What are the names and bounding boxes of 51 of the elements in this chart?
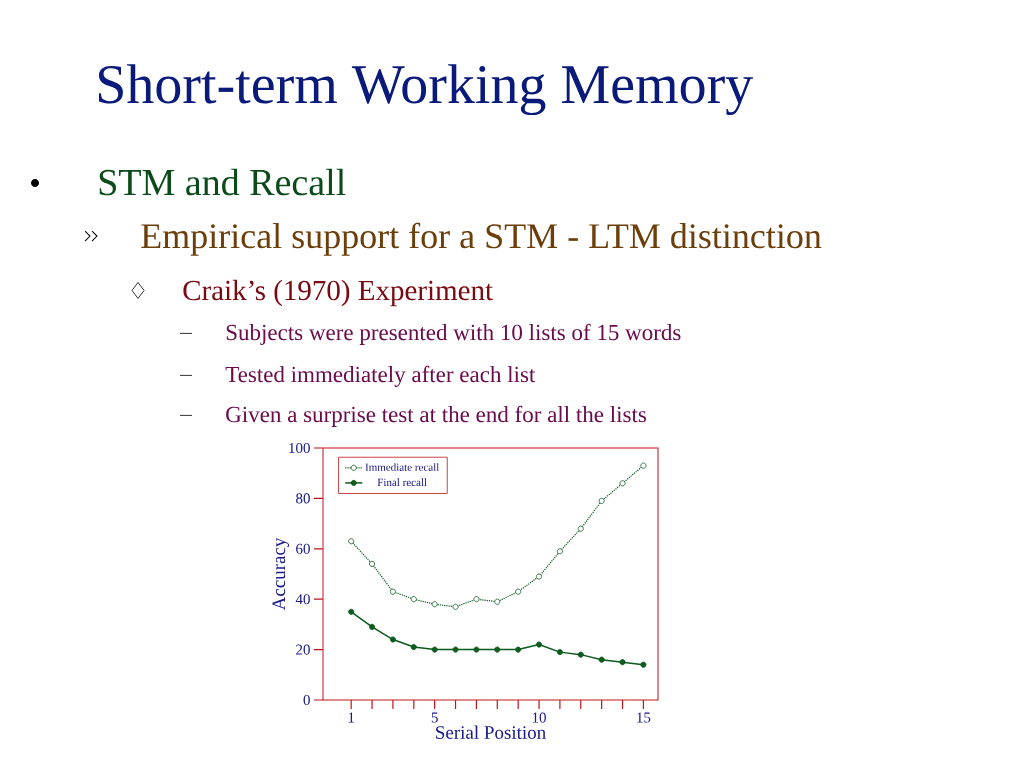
point xyxy=(515,646,522,653)
point xyxy=(389,636,396,643)
y-tick-label: 100 xyxy=(289,442,310,454)
point xyxy=(577,651,584,658)
chart-subtitle: STM and Recall xyxy=(99,168,346,196)
point xyxy=(369,560,376,567)
point xyxy=(536,641,543,648)
point xyxy=(598,656,605,663)
y-tick-label: 20 xyxy=(296,644,310,655)
point xyxy=(494,598,501,605)
point xyxy=(515,588,522,595)
text: Given a surprise test at the end for all the lists xyxy=(226,405,646,427)
point xyxy=(348,608,355,615)
legend-label: Immediate recall xyxy=(365,463,440,471)
y-tick-label: 80 xyxy=(296,493,310,504)
x-axis-title: Serial Position xyxy=(436,725,546,739)
y-tick-label: 0 xyxy=(303,694,310,706)
text: Craik’s (1970) Experiment xyxy=(183,279,493,307)
chart-title: Short-term Working Memory xyxy=(98,64,754,116)
point xyxy=(598,497,605,504)
point xyxy=(431,646,438,653)
point xyxy=(640,462,647,469)
y-tick-label: 40 xyxy=(295,594,310,605)
point xyxy=(431,601,438,608)
text: Subjects were presented with 10 lists of 15 words xyxy=(226,323,681,345)
point xyxy=(473,646,480,653)
point xyxy=(536,573,543,580)
point xyxy=(348,538,355,545)
point xyxy=(452,646,459,653)
point xyxy=(369,623,376,630)
point xyxy=(640,661,647,668)
x-tick-label: 15 xyxy=(637,712,651,723)
point xyxy=(619,659,626,666)
point xyxy=(473,596,480,603)
text: Empirical support for a STM - LTM distinction xyxy=(141,222,822,256)
x-tick-label: 10 xyxy=(532,712,546,723)
text: Tested immediately after each list xyxy=(225,365,536,387)
x-tick-label: 1 xyxy=(348,712,355,723)
point xyxy=(452,603,459,610)
point xyxy=(556,649,563,656)
legend-label: Final recall xyxy=(377,478,427,487)
x-tick-label: 5 xyxy=(431,712,438,723)
point xyxy=(410,644,417,651)
y-tick-label: 60 xyxy=(296,543,310,554)
point xyxy=(556,548,563,555)
point xyxy=(494,646,501,653)
point xyxy=(410,596,417,603)
point xyxy=(619,480,626,487)
point xyxy=(577,525,584,532)
y-axis-title: Accuracy xyxy=(272,537,290,611)
point xyxy=(389,588,396,595)
